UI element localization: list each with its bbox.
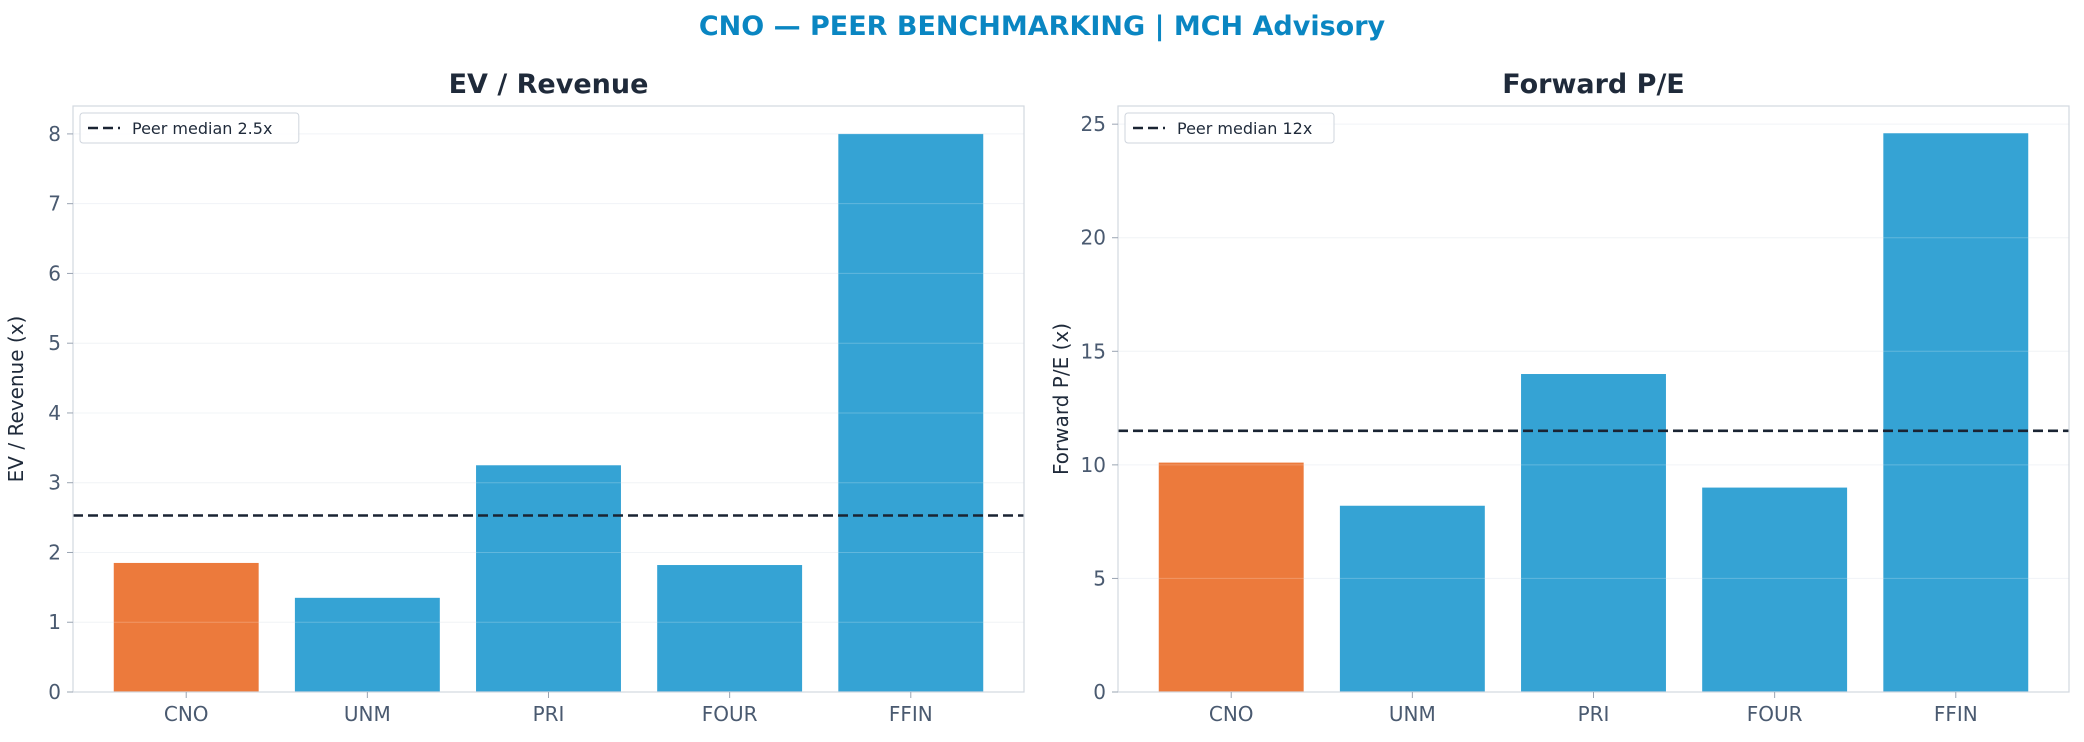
x-tick-label: FOUR	[702, 702, 758, 726]
y-tick-label: 4	[48, 401, 61, 425]
bar-four	[657, 565, 803, 692]
legend-label: Peer median 2.5x	[132, 119, 272, 138]
y-tick-label: 3	[48, 471, 61, 495]
x-tick-label: FOUR	[1747, 702, 1803, 726]
y-axis-label: Forward P/E (x)	[1049, 323, 1073, 475]
y-tick-label: 5	[1093, 566, 1106, 590]
legend: Peer median 12x	[1124, 112, 1335, 144]
y-tick-label: 2	[48, 540, 61, 564]
bar-ffin	[838, 133, 984, 692]
legend-box	[79, 112, 300, 144]
y-tick-label: 10	[1081, 453, 1106, 477]
x-tick-label: PRI	[533, 702, 565, 726]
bar-pri	[1521, 374, 1666, 692]
legend-box	[1124, 112, 1335, 144]
y-tick-label: 0	[1093, 680, 1106, 704]
y-tick-label: 8	[48, 122, 61, 146]
bar-unm	[294, 597, 440, 692]
bar-four	[1702, 487, 1848, 692]
legend: Peer median 2.5x	[79, 112, 300, 144]
bar-pri	[476, 465, 621, 692]
chart-panel-2: Forward P/E 0 5 10 15 20 25 CNO UNM PRI FOUR FFIN Fo…	[1049, 69, 2070, 726]
y-tick-label: 7	[48, 192, 61, 216]
subplot-title: Forward P/E	[1502, 69, 1685, 100]
y-tick-label: 15	[1081, 339, 1106, 363]
y-tick-label: 5	[48, 331, 61, 355]
y-tick-label: 20	[1081, 226, 1106, 250]
chart-panel-1: EV / Revenue 0 1 2 3 4 5 6 7 8 CNO UNM PRI FOUR FFIN EV…	[4, 69, 1025, 726]
y-tick-label: 6	[48, 261, 61, 285]
x-tick-label: FFIN	[1934, 702, 1978, 726]
bar-cno	[1158, 462, 1304, 692]
bar-ffin	[1883, 133, 2029, 693]
y-tick-label: 25	[1081, 112, 1106, 136]
x-tick-label: UNM	[1389, 702, 1436, 726]
chart-panels: EV / Revenue 0 1 2 3 4 5 6 7 8 CNO UNM PRI FOUR FFIN EV…	[4, 69, 2070, 726]
y-tick-label: 1	[48, 610, 61, 634]
x-tick-label: CNO	[1209, 702, 1254, 726]
figure-title: CNO — PEER BENCHMARKING | MCH Advisory	[699, 11, 1386, 42]
x-tick-label: UNM	[344, 702, 391, 726]
x-tick-label: PRI	[1578, 702, 1610, 726]
y-tick-label: 0	[48, 680, 61, 704]
y-axis-label: EV / Revenue (x)	[4, 316, 28, 483]
bar-cno	[113, 562, 259, 692]
x-tick-label: CNO	[164, 702, 209, 726]
subplot-title: EV / Revenue	[449, 69, 649, 100]
bar-unm	[1339, 505, 1485, 692]
legend-label: Peer median 12x	[1177, 119, 1312, 138]
x-tick-label: FFIN	[889, 702, 933, 726]
